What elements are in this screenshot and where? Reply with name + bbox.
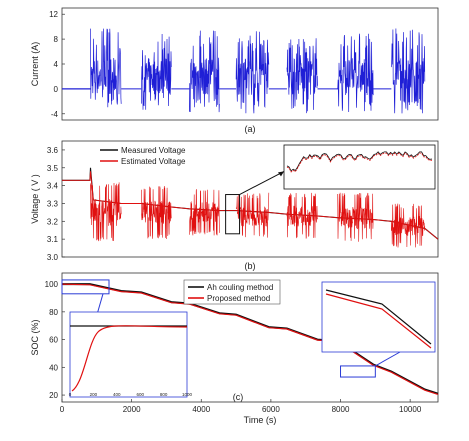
panel-c-tag: (c) bbox=[233, 392, 244, 402]
y-tick-label: 3.4 bbox=[47, 182, 59, 191]
soc-inset-right-proposed bbox=[325, 293, 432, 349]
y-tick-label: 40 bbox=[49, 363, 58, 372]
estimated-voltage-block bbox=[90, 182, 122, 242]
current-pulse-block bbox=[141, 33, 172, 110]
current-pulse-block bbox=[90, 28, 122, 108]
panel-c-xlabel: Time (s) bbox=[244, 415, 277, 425]
panel-a-ylabel: Current (A) bbox=[30, 42, 40, 87]
soc-inset-left-tick: 1000 bbox=[182, 392, 193, 397]
soc-inset-left-tick: 400 bbox=[113, 392, 121, 397]
y-tick-label: 60 bbox=[49, 336, 58, 345]
estimated-voltage-block bbox=[286, 192, 318, 239]
y-tick-label: 80 bbox=[49, 308, 58, 317]
panel-a-y-ticks: -4 0 4 8 12 bbox=[49, 10, 65, 119]
panel-c-legend-box bbox=[183, 279, 281, 305]
panel-b-legend: Measured Voltage Estimated Voltage bbox=[100, 146, 186, 166]
y-tick-label: 3.3 bbox=[47, 199, 59, 208]
soc-inset-right-ah bbox=[325, 289, 432, 345]
panel-a-series bbox=[62, 28, 426, 114]
panel-b-tag: (b) bbox=[245, 261, 256, 271]
panel-a: -4 0 4 8 12 Current (A) (a) bbox=[30, 7, 439, 134]
legend-label-ah: Ah couling method bbox=[207, 283, 273, 292]
estimated-voltage-block bbox=[235, 192, 270, 238]
soc-zoom-arrow-right bbox=[375, 351, 401, 367]
voltage-inset-measured bbox=[286, 151, 433, 172]
current-pulse-block bbox=[337, 33, 374, 113]
panel-b-zoom-inset bbox=[225, 144, 436, 235]
y-tick-label: 12 bbox=[49, 10, 58, 19]
y-tick-label: 100 bbox=[45, 280, 59, 289]
soc-inset-left-tick: 600 bbox=[136, 392, 144, 397]
panel-b-ylabel: Voltage ( V ) bbox=[30, 174, 40, 224]
soc-inset-left-tick: 800 bbox=[160, 392, 168, 397]
panel-b-y-ticks: 3.0 3.1 3.2 3.3 3.4 3.5 3.6 bbox=[47, 146, 65, 262]
current-pulse-block bbox=[189, 30, 220, 113]
y-tick-label: 3.0 bbox=[47, 253, 59, 262]
y-tick-label: 20 bbox=[49, 391, 58, 400]
current-pulse-block bbox=[390, 28, 426, 114]
panel-c-series bbox=[61, 283, 439, 395]
current-pulse-block bbox=[286, 38, 318, 114]
panel-a-tag: (a) bbox=[245, 124, 256, 134]
y-tick-label: 8 bbox=[54, 35, 59, 44]
soc-inset-right-frame bbox=[321, 281, 436, 353]
x-tick-label: 10000 bbox=[399, 405, 422, 414]
voltage-zoom-arrow bbox=[239, 170, 285, 195]
y-tick-label: 3.5 bbox=[47, 164, 59, 173]
soc-zoom-box-left bbox=[61, 279, 110, 295]
panel-b: 3.0 3.1 3.2 3.3 3.4 3.5 3.6 Measured Voltage E… bbox=[30, 140, 439, 271]
soc-proposed-line bbox=[61, 283, 439, 395]
soc-inset-left-tick: 200 bbox=[90, 392, 98, 397]
x-tick-label: 8000 bbox=[332, 405, 350, 414]
y-tick-label: 0 bbox=[54, 85, 59, 94]
x-tick-label: 4000 bbox=[192, 405, 210, 414]
panel-c-ylabel: SOC (%) bbox=[30, 319, 40, 355]
y-tick-label: -4 bbox=[51, 110, 59, 119]
current-pulse-block bbox=[235, 31, 270, 114]
soc-inset-left-tick: 0 bbox=[69, 392, 72, 397]
estimated-voltage-block bbox=[337, 192, 374, 242]
y-tick-label: 4 bbox=[54, 60, 59, 69]
x-tick-label: 2000 bbox=[123, 405, 141, 414]
legend-label-estimated: Estimated Voltage bbox=[121, 157, 186, 166]
soc-zoom-box-right bbox=[340, 365, 376, 378]
legend-label-proposed: Proposed method bbox=[207, 294, 270, 303]
panel-c-legend: Ah couling method Proposed method bbox=[183, 279, 281, 305]
panel-c-zoom-insets: 0 200 400 600 800 1000 bbox=[61, 279, 436, 398]
legend-label-measured: Measured Voltage bbox=[121, 146, 186, 155]
panel-b-frame bbox=[61, 140, 439, 258]
y-tick-label: 3.2 bbox=[47, 217, 59, 226]
x-tick-label: 0 bbox=[60, 405, 65, 414]
estimated-voltage-block bbox=[189, 189, 220, 236]
x-tick-label: 6000 bbox=[262, 405, 280, 414]
estimated-voltage-block bbox=[141, 185, 172, 240]
y-tick-label: 3.6 bbox=[47, 146, 59, 155]
panel-c-frame bbox=[61, 272, 439, 403]
y-tick-label: 3.1 bbox=[47, 235, 59, 244]
voltage-zoom-box bbox=[225, 194, 241, 235]
panel-b-series bbox=[62, 167, 439, 248]
estimated-voltage-block bbox=[391, 203, 426, 248]
voltage-inset-frame bbox=[283, 144, 436, 190]
voltage-zoom-arrowhead bbox=[278, 171, 284, 177]
soc-inset-left-proposed bbox=[71, 325, 188, 392]
